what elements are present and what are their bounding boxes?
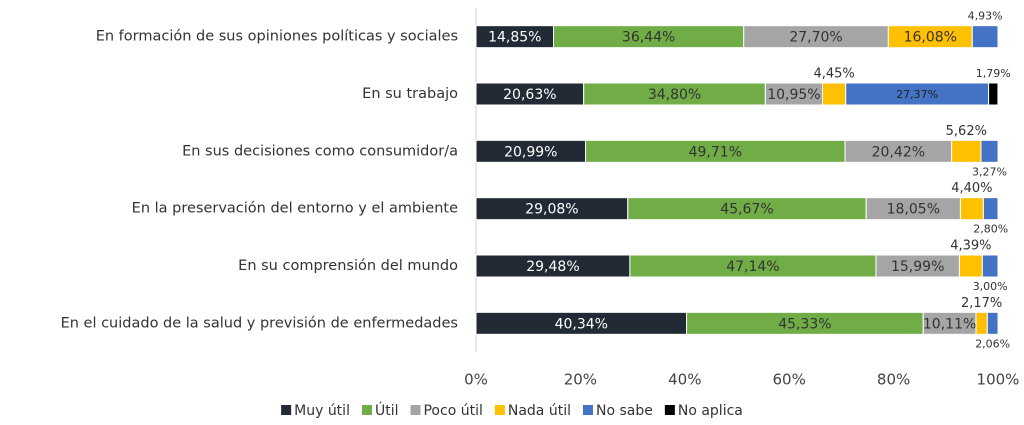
legend-swatch: [494, 405, 505, 415]
x-tick-label: 0%: [464, 371, 488, 389]
x-tick-label: 80%: [877, 371, 910, 389]
legend-label: No aplica: [678, 403, 743, 419]
data-label: 29,48%: [526, 259, 579, 275]
data-label: 27,70%: [789, 30, 842, 46]
data-label: 49,71%: [689, 144, 742, 160]
data-label: 45,33%: [778, 316, 831, 332]
x-tick-label: 100%: [977, 371, 1020, 389]
legend-label: Poco útil: [423, 403, 482, 419]
legend-swatch: [281, 405, 292, 415]
bar-segment: [981, 254, 999, 278]
legend-swatch: [410, 405, 421, 415]
legend-swatch: [664, 405, 675, 415]
legend-swatch: [361, 405, 372, 415]
bar-segment: [988, 82, 999, 106]
category-label: En formación de sus opiniones políticas …: [96, 29, 458, 45]
data-label: 10,95%: [767, 87, 820, 103]
legend-label: Nada útil: [508, 403, 571, 419]
bar-segment: [986, 311, 999, 335]
data-label: 20,63%: [503, 87, 556, 103]
data-label: 14,85%: [488, 30, 541, 46]
data-label: 5,62%: [946, 124, 987, 139]
bar-segment: [958, 254, 983, 278]
legend-label: Muy útil: [294, 403, 350, 419]
data-label: 1,79%: [976, 67, 1011, 80]
data-label: 2,17%: [961, 296, 1002, 311]
x-tick-label: 60%: [773, 371, 806, 389]
bar-segment: [822, 82, 847, 106]
data-label: 34,80%: [648, 87, 701, 103]
data-label: 18,05%: [887, 202, 940, 218]
data-label: 4,93%: [968, 10, 1003, 23]
category-label: En el cuidado de la salud y previsión de…: [61, 315, 458, 331]
data-label: 10,11%: [923, 316, 976, 332]
category-label: En la preservación del entorno y el ambi…: [132, 201, 458, 217]
data-label: 4,45%: [813, 67, 854, 82]
data-label: 40,34%: [555, 316, 608, 332]
data-label: 4,40%: [951, 181, 992, 196]
data-label: 16,08%: [904, 30, 957, 46]
data-label: 36,44%: [622, 30, 675, 46]
data-label: 27,37%: [896, 88, 938, 101]
data-label: 45,67%: [720, 202, 773, 218]
legend-label: Útil: [375, 401, 399, 419]
data-label: 15,99%: [891, 259, 944, 275]
category-label: En su comprensión del mundo: [238, 258, 458, 274]
data-label: 47,14%: [726, 259, 779, 275]
data-label: 2,80%: [973, 223, 1008, 236]
x-tick-label: 40%: [668, 371, 701, 389]
legend-label: No sabe: [596, 403, 653, 419]
category-label: En su trabajo: [362, 86, 458, 102]
bar-segment: [980, 139, 999, 163]
legend-swatch: [582, 405, 593, 415]
bar-segment: [959, 197, 984, 221]
bar-segment: [971, 25, 999, 49]
bar-segment: [982, 197, 999, 221]
data-label: 4,39%: [950, 239, 991, 254]
data-label: 3,27%: [972, 165, 1007, 178]
data-label: 3,00%: [973, 280, 1008, 293]
data-label: 20,42%: [872, 144, 925, 160]
data-label: 20,99%: [504, 144, 557, 160]
bar-segment: [975, 311, 988, 335]
category-label: En sus decisiones como consumidor/a: [182, 143, 458, 159]
x-tick-label: 20%: [564, 371, 597, 389]
bar-segment: [951, 139, 982, 163]
data-label: 2,06%: [975, 337, 1010, 350]
data-label: 29,08%: [525, 202, 578, 218]
